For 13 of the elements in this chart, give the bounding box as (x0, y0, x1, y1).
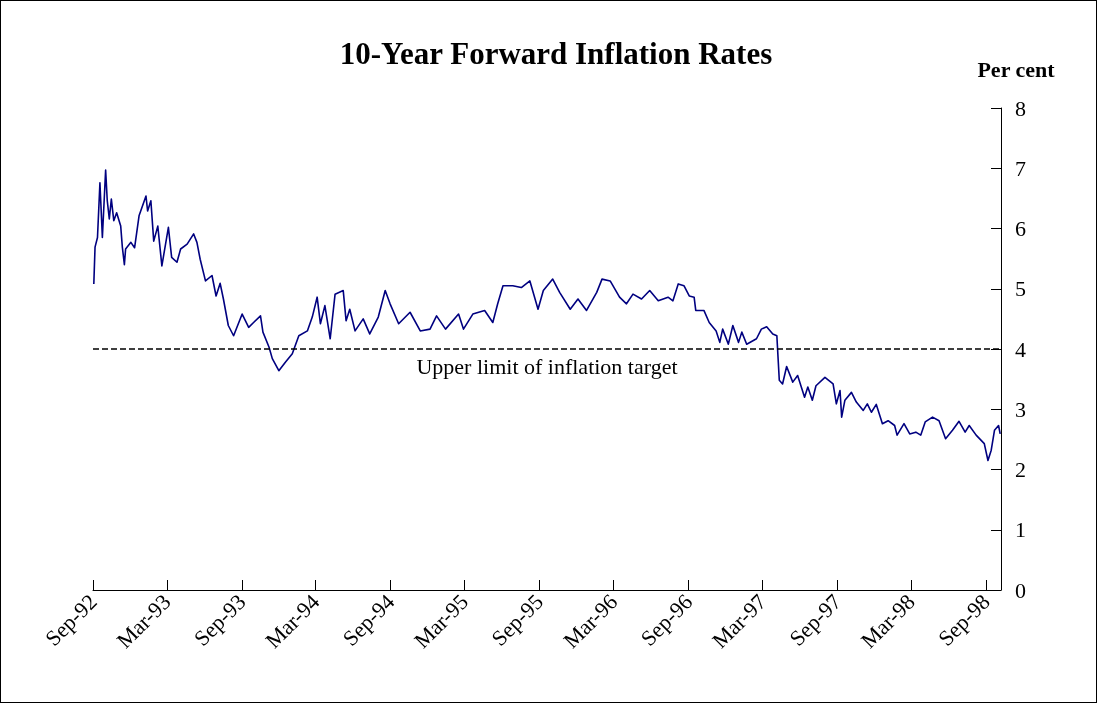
y-tick-label: 3 (1015, 396, 1026, 422)
y-axis-title: Per cent (977, 56, 1056, 82)
y-tick-label: 6 (1015, 216, 1026, 241)
ref-line-label: Upper limit of inflation target (416, 353, 678, 379)
chart-title: 10-Year Forward Inflation Rates (339, 36, 773, 71)
y-tick-label: 7 (1015, 155, 1026, 181)
y-tick-label: 0 (1015, 577, 1026, 603)
y-tick-label: 8 (1015, 95, 1026, 121)
y-tick-label: 2 (1015, 457, 1026, 482)
y-tick-label: 1 (1015, 517, 1026, 543)
y-tick-label: 5 (1015, 276, 1026, 302)
y-tick-label: 4 (1015, 336, 1026, 362)
line-series (93, 169, 1001, 462)
